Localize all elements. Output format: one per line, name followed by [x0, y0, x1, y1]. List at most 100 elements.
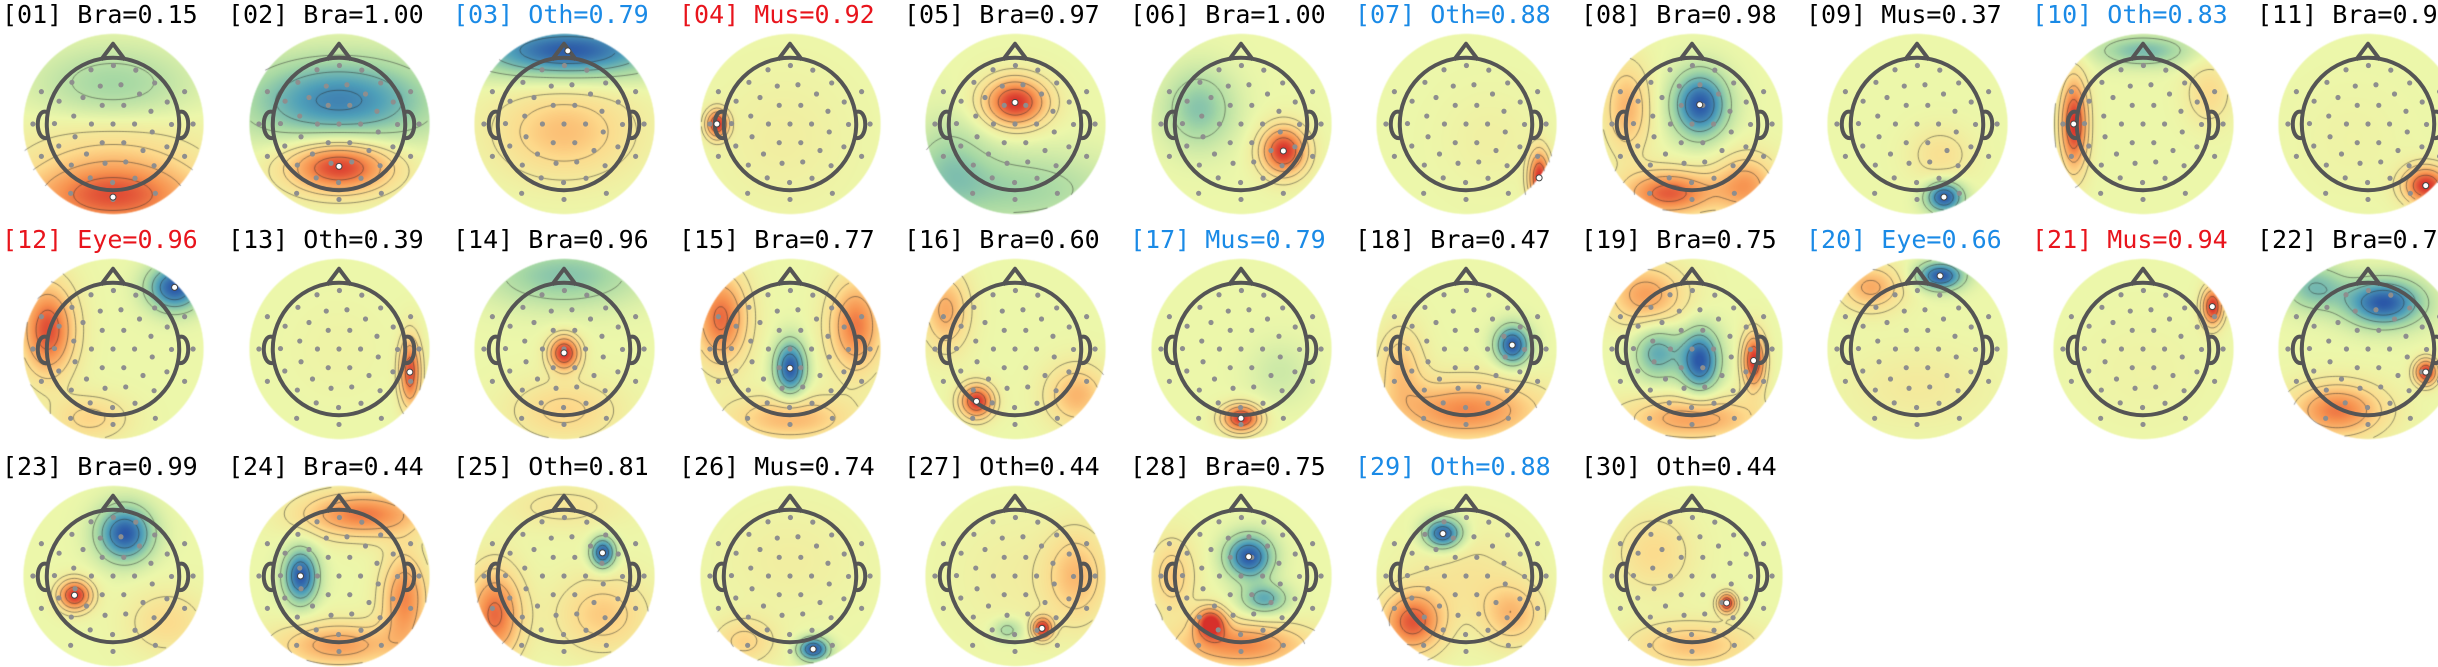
electrode — [989, 175, 995, 181]
electrode — [1922, 307, 1928, 313]
head-outline — [30, 266, 196, 428]
electrode — [1441, 346, 1448, 352]
peak-marker — [2422, 368, 2430, 376]
electrode — [314, 121, 321, 127]
component-label: [22] Bra=0.78 — [2257, 225, 2438, 255]
electrode — [1502, 129, 1508, 135]
electrode — [1066, 99, 1072, 105]
electrode — [110, 346, 116, 352]
component-classification: Oth=0.81 — [513, 452, 649, 481]
nose-marker — [776, 493, 804, 513]
left-ear — [1614, 561, 1627, 592]
electrode — [68, 642, 74, 648]
electrode — [561, 421, 567, 428]
electrode — [2132, 385, 2138, 391]
electrode — [1455, 160, 1461, 166]
component-13: [13] Oth=0.39 — [226, 225, 452, 440]
electrode — [68, 387, 74, 393]
electrode — [1700, 592, 1706, 598]
electrode — [990, 573, 997, 579]
electrode — [1260, 175, 1266, 181]
electrode — [1383, 573, 1389, 579]
electrode — [489, 153, 495, 159]
electrode — [2343, 292, 2349, 298]
electrode — [600, 581, 606, 587]
electrode — [489, 541, 495, 547]
electrode — [298, 359, 304, 365]
electrode — [1676, 308, 1682, 314]
electrode — [336, 573, 342, 579]
electrode — [1501, 333, 1507, 339]
electrode — [1051, 354, 1057, 360]
electrode — [1251, 611, 1257, 617]
electrode — [2419, 99, 2425, 105]
electrode — [1647, 190, 1653, 196]
electrode — [164, 324, 170, 330]
electrode — [845, 346, 852, 353]
electrode — [786, 404, 793, 411]
electrode — [633, 541, 639, 547]
electrode — [1227, 592, 1233, 598]
electrode — [974, 134, 980, 140]
electrode — [1196, 162, 1202, 168]
electrode — [1001, 327, 1007, 333]
electrode — [88, 121, 95, 127]
electrode — [522, 113, 528, 119]
electrode — [519, 387, 525, 393]
electrode — [971, 531, 977, 537]
electrode — [932, 346, 938, 352]
electrode — [378, 532, 384, 538]
electrode — [123, 159, 129, 165]
electrode — [764, 175, 770, 181]
electrode — [2285, 121, 2291, 127]
electrode — [1012, 121, 1018, 127]
electrode — [328, 160, 334, 166]
peak-marker — [1245, 553, 1253, 561]
electrode — [1092, 346, 1098, 352]
electrode — [1084, 541, 1090, 547]
electrode — [109, 404, 116, 411]
electrode — [795, 307, 801, 313]
electrode — [523, 359, 529, 365]
electrode — [2151, 140, 2157, 146]
electrode — [2388, 67, 2394, 73]
electrode — [550, 365, 556, 371]
electrode — [2098, 162, 2104, 168]
component-classification: Bra=0.98 — [1641, 0, 1777, 29]
electrode — [1659, 546, 1665, 553]
component-index: [19] — [1581, 225, 1642, 254]
electrode — [1543, 121, 1549, 127]
electrode — [1012, 421, 1018, 428]
electrode — [313, 400, 319, 406]
electrode — [825, 333, 831, 339]
electrode — [715, 605, 721, 611]
right-ear — [1757, 109, 1770, 140]
electrode — [110, 62, 117, 69]
electrode — [757, 319, 763, 326]
electrode — [561, 287, 568, 294]
electrode — [1034, 400, 1040, 406]
component-label: [23] Bra=0.99 — [2, 452, 198, 482]
head-circle — [2074, 280, 2212, 418]
component-label: [20] Eye=0.66 — [1806, 225, 2002, 255]
electrode — [97, 83, 103, 89]
electrode — [1004, 612, 1010, 618]
electrode — [1617, 605, 1623, 611]
electrode — [825, 108, 831, 114]
electrode — [1452, 365, 1458, 371]
left-ear — [1388, 334, 1401, 365]
electrode — [2161, 346, 2168, 352]
electrode — [1647, 614, 1653, 620]
electrode — [1860, 323, 1866, 329]
electrode — [408, 153, 414, 159]
component-label: [12] Eye=0.96 — [2, 225, 198, 255]
electrode — [148, 560, 154, 566]
right-ear — [855, 561, 868, 592]
electrode — [1650, 565, 1656, 571]
electrode — [366, 147, 372, 154]
component-label: [18] Bra=0.47 — [1355, 225, 1551, 255]
component-index: [17] — [1130, 225, 1191, 254]
electrode — [1421, 190, 1427, 196]
nose-marker — [776, 266, 804, 286]
electrode — [1184, 550, 1190, 556]
